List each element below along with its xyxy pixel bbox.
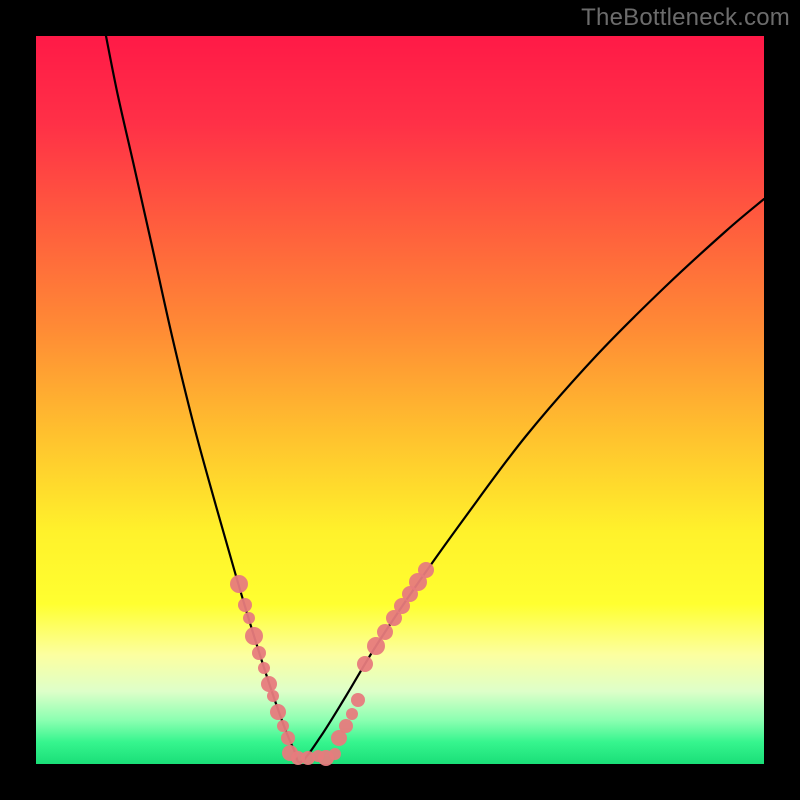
gradient-background — [36, 36, 764, 764]
marker-point — [277, 720, 289, 732]
marker-point — [243, 612, 255, 624]
watermark-text: TheBottleneck.com — [581, 4, 790, 32]
marker-point — [346, 708, 358, 720]
marker-point — [261, 676, 277, 692]
marker-point — [418, 562, 434, 578]
marker-point — [367, 637, 385, 655]
marker-point — [258, 662, 270, 674]
plot-area — [36, 36, 764, 766]
marker-point — [351, 693, 365, 707]
marker-point — [245, 627, 263, 645]
marker-point — [357, 656, 373, 672]
marker-point — [267, 690, 279, 702]
marker-point — [238, 598, 252, 612]
marker-point — [339, 719, 353, 733]
marker-point — [329, 748, 341, 760]
marker-point — [252, 646, 266, 660]
marker-point — [377, 624, 393, 640]
marker-point — [270, 704, 286, 720]
bottleneck-chart — [0, 0, 800, 800]
chart-canvas: TheBottleneck.com — [0, 0, 800, 800]
marker-point — [230, 575, 248, 593]
marker-point — [281, 731, 295, 745]
